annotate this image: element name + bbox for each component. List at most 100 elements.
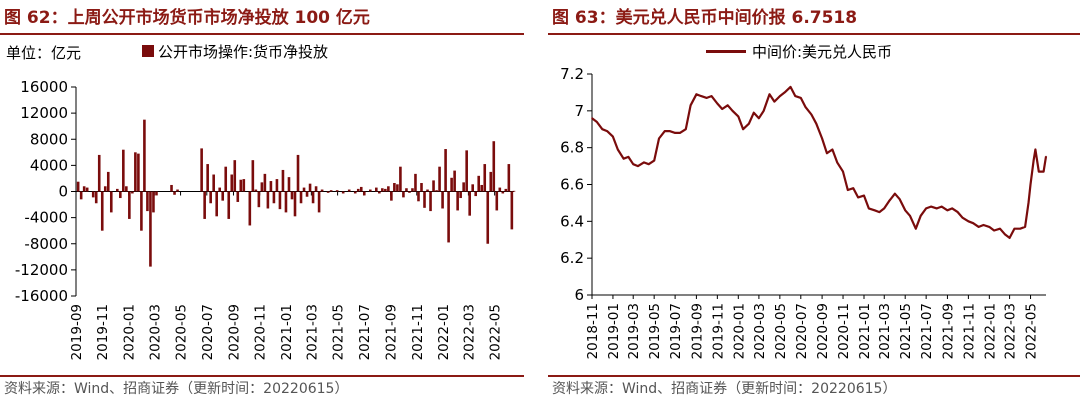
bar: [465, 150, 468, 192]
bar: [341, 191, 345, 194]
data-point: [721, 108, 723, 110]
bar: [498, 187, 502, 192]
bar: [260, 182, 264, 192]
bar: [390, 191, 393, 201]
data-point: [616, 148, 619, 151]
y-tick-label: 6.8: [560, 139, 584, 157]
bar: [387, 186, 390, 192]
bar: [408, 191, 411, 193]
y-tick-label: 8000: [30, 130, 68, 148]
bar: [79, 191, 83, 200]
data-point: [878, 211, 881, 213]
bar: [489, 171, 493, 192]
x-tick-label: 2020-03: [752, 303, 768, 359]
x-tick-label: 2022-03: [461, 304, 477, 360]
title-divider: [548, 33, 1080, 35]
bar: [510, 191, 514, 230]
x-tick-label: 2021-05: [331, 304, 347, 360]
x-tick-label: 2020-11: [836, 303, 852, 359]
bar: [251, 160, 255, 192]
bar: [483, 164, 487, 192]
bar: [143, 119, 146, 192]
bar-chart-net-injection: 16000 12000 8000 4000 0 -4000 -8000 -12000 -1600…: [15, 78, 516, 360]
data-point: [1032, 159, 1035, 162]
bar: [453, 170, 456, 192]
bar: [347, 189, 351, 192]
x-tick-label: 2021-03: [877, 303, 893, 359]
bar: [335, 190, 339, 192]
bar: [266, 191, 270, 209]
data-point: [852, 187, 855, 189]
bar: [170, 184, 173, 192]
bar: [224, 166, 228, 192]
data-point: [627, 156, 630, 158]
y-tick-label: 16000: [20, 78, 68, 96]
data-point: [612, 135, 614, 138]
bar: [290, 191, 294, 200]
data-point: [930, 205, 932, 208]
data-point: [1013, 227, 1016, 230]
data-point: [847, 189, 849, 191]
source-note: 资料来源：Wind、招商证券（更新时间：20220615）: [4, 381, 349, 397]
bar: [248, 191, 252, 226]
data-point: [831, 148, 834, 151]
bar: [299, 191, 303, 204]
x-tick-label: 2020-07: [200, 304, 216, 360]
bar: [393, 183, 396, 192]
x-tick-label: 2021-07: [919, 303, 935, 359]
x-tick-label: 2020-05: [174, 304, 190, 360]
bar: [353, 191, 357, 194]
bar: [462, 182, 465, 192]
data-point: [836, 161, 839, 164]
bar: [125, 186, 128, 192]
data-point: [748, 122, 750, 125]
bar: [103, 186, 107, 192]
bar: [468, 191, 471, 216]
bar: [414, 173, 417, 192]
data-point: [689, 104, 692, 107]
bar: [131, 191, 134, 194]
bar: [215, 191, 218, 217]
data-point: [643, 161, 645, 164]
bar: [399, 166, 402, 192]
bar: [305, 191, 309, 197]
bar: [236, 191, 240, 202]
y-tick-label: 4000: [30, 156, 68, 174]
bar: [134, 152, 137, 192]
bar: [230, 174, 234, 192]
x-tick-label: 2022-05: [488, 304, 504, 360]
chart-title: 图 63：美元兑人民币中间价报 6.7518: [552, 8, 858, 28]
bar: [109, 191, 113, 213]
bar: [444, 149, 447, 192]
data-point: [773, 100, 776, 103]
bar: [296, 154, 300, 192]
bar: [504, 188, 508, 192]
y-tick-label: 6: [574, 286, 584, 304]
bar: [405, 188, 408, 192]
x-tick-label: 2020-09: [815, 303, 831, 359]
bar: [432, 180, 435, 192]
bar: [480, 184, 484, 192]
bar: [275, 179, 279, 192]
bar: [402, 191, 405, 198]
data-point: [653, 159, 655, 162]
bar: [149, 191, 152, 267]
series-line-usdcny: [591, 85, 1048, 239]
legend-label: 公开市场操作:货币净投放: [158, 42, 329, 61]
data-point: [999, 227, 1001, 230]
bar: [97, 154, 101, 192]
x-tick-label: 2022-01: [436, 304, 452, 360]
data-point: [1036, 159, 1038, 162]
y-tick-label: 7.2: [560, 65, 584, 83]
y-tick-label: -4000: [24, 209, 68, 227]
bar: [212, 174, 215, 192]
data-point: [622, 157, 625, 160]
bar: [137, 153, 140, 192]
bar: [356, 188, 360, 192]
source-divider: [548, 375, 1080, 377]
bar: [116, 188, 119, 192]
bar: [272, 191, 276, 204]
bar: [486, 191, 490, 244]
bar: [492, 141, 496, 192]
bar: [308, 183, 312, 192]
